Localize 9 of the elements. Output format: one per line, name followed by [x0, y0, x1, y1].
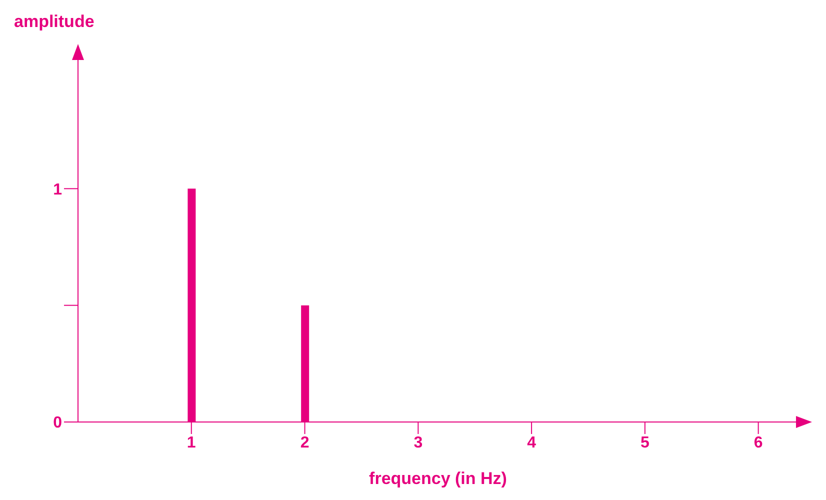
x-tick-label: 2 [300, 434, 310, 452]
x-tick-label: 3 [414, 434, 423, 452]
y-tick-label: 0 [53, 414, 62, 432]
x-axis-title: frequency (in Hz) [369, 469, 507, 488]
y-axis-title: amplitude [14, 12, 94, 32]
x-tick-label: 5 [640, 434, 650, 452]
x-tick-label: 6 [754, 434, 763, 452]
x-tick-label: 1 [186, 434, 196, 452]
x-tick-label: 4 [527, 434, 536, 452]
